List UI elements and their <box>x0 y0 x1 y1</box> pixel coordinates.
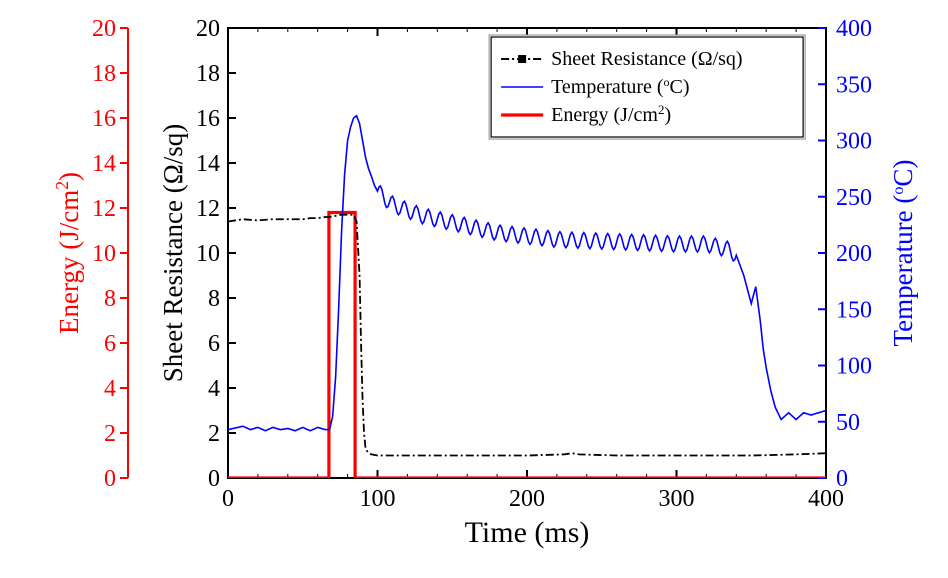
y-left-tick-label: 4 <box>208 376 220 402</box>
y-left-tick-label: 10 <box>196 241 220 267</box>
y-right-tick-label: 200 <box>836 241 872 267</box>
y-right-tick-label: 150 <box>836 297 872 323</box>
y-left-tick-label: 0 <box>208 466 220 492</box>
y-energy-tick-label: 14 <box>92 151 116 177</box>
y-energy-tick-label: 18 <box>92 61 116 87</box>
y-energy-tick-label: 8 <box>104 286 116 312</box>
y-right-tick-label: 350 <box>836 72 872 98</box>
y-left-tick-label: 6 <box>208 331 220 357</box>
legend-label: Sheet Resistance (Ω/sq) <box>551 48 742 70</box>
x-tick-label: 300 <box>659 486 695 512</box>
y-left-tick-label: 2 <box>208 421 220 447</box>
y-right-tick-label: 300 <box>836 129 872 155</box>
y-right-tick-label: 0 <box>836 466 848 492</box>
y-left-tick-label: 20 <box>196 16 220 42</box>
y-energy-tick-label: 2 <box>104 421 116 447</box>
y-right-tick-label: 250 <box>836 185 872 211</box>
y-left-axis-label: Sheet Resistance (Ω/sq) <box>158 124 188 383</box>
legend-label: Temperature (oC) <box>551 75 689 98</box>
x-tick-label: 0 <box>222 486 234 512</box>
y-energy-axis-label: Energy (J/cm2) <box>52 172 84 334</box>
y-left-tick-label: 14 <box>196 151 220 177</box>
chart-root: 0100200300400Time (ms)02468101214161820S… <box>0 0 948 578</box>
y-energy-tick-label: 16 <box>92 106 116 132</box>
y-right-tick-label: 50 <box>836 410 860 436</box>
y-energy-tick-label: 6 <box>104 331 116 357</box>
y-left-tick-label: 8 <box>208 286 220 312</box>
x-tick-label: 200 <box>509 486 545 512</box>
y-left-tick-label: 12 <box>196 196 220 222</box>
y-energy-tick-label: 12 <box>92 196 116 222</box>
y-right-tick-label: 400 <box>836 16 872 42</box>
x-tick-label: 100 <box>360 486 396 512</box>
x-axis-label: Time (ms) <box>465 516 590 549</box>
y-energy-tick-label: 4 <box>104 376 116 402</box>
y-right-tick-label: 100 <box>836 354 872 380</box>
y-energy-tick-label: 0 <box>104 466 116 492</box>
y-energy-tick-label: 20 <box>92 16 116 42</box>
y-left-tick-label: 16 <box>196 106 220 132</box>
legend-label: Energy (J/cm2) <box>551 102 671 127</box>
y-energy-tick-label: 10 <box>92 241 116 267</box>
y-left-tick-label: 18 <box>196 61 220 87</box>
